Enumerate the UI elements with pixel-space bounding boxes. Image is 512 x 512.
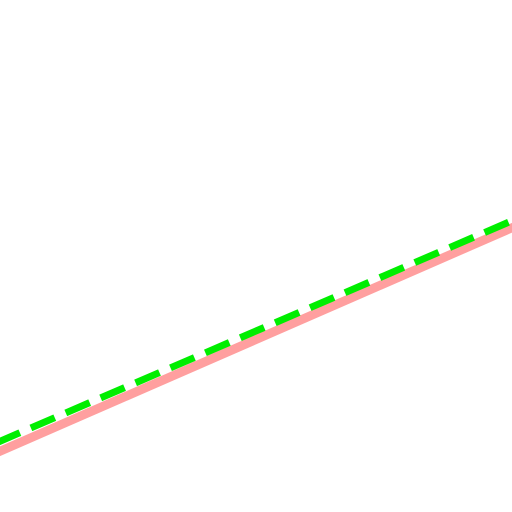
green-dashed-line	[0, 216, 512, 446]
pink-solid-line	[0, 222, 512, 457]
